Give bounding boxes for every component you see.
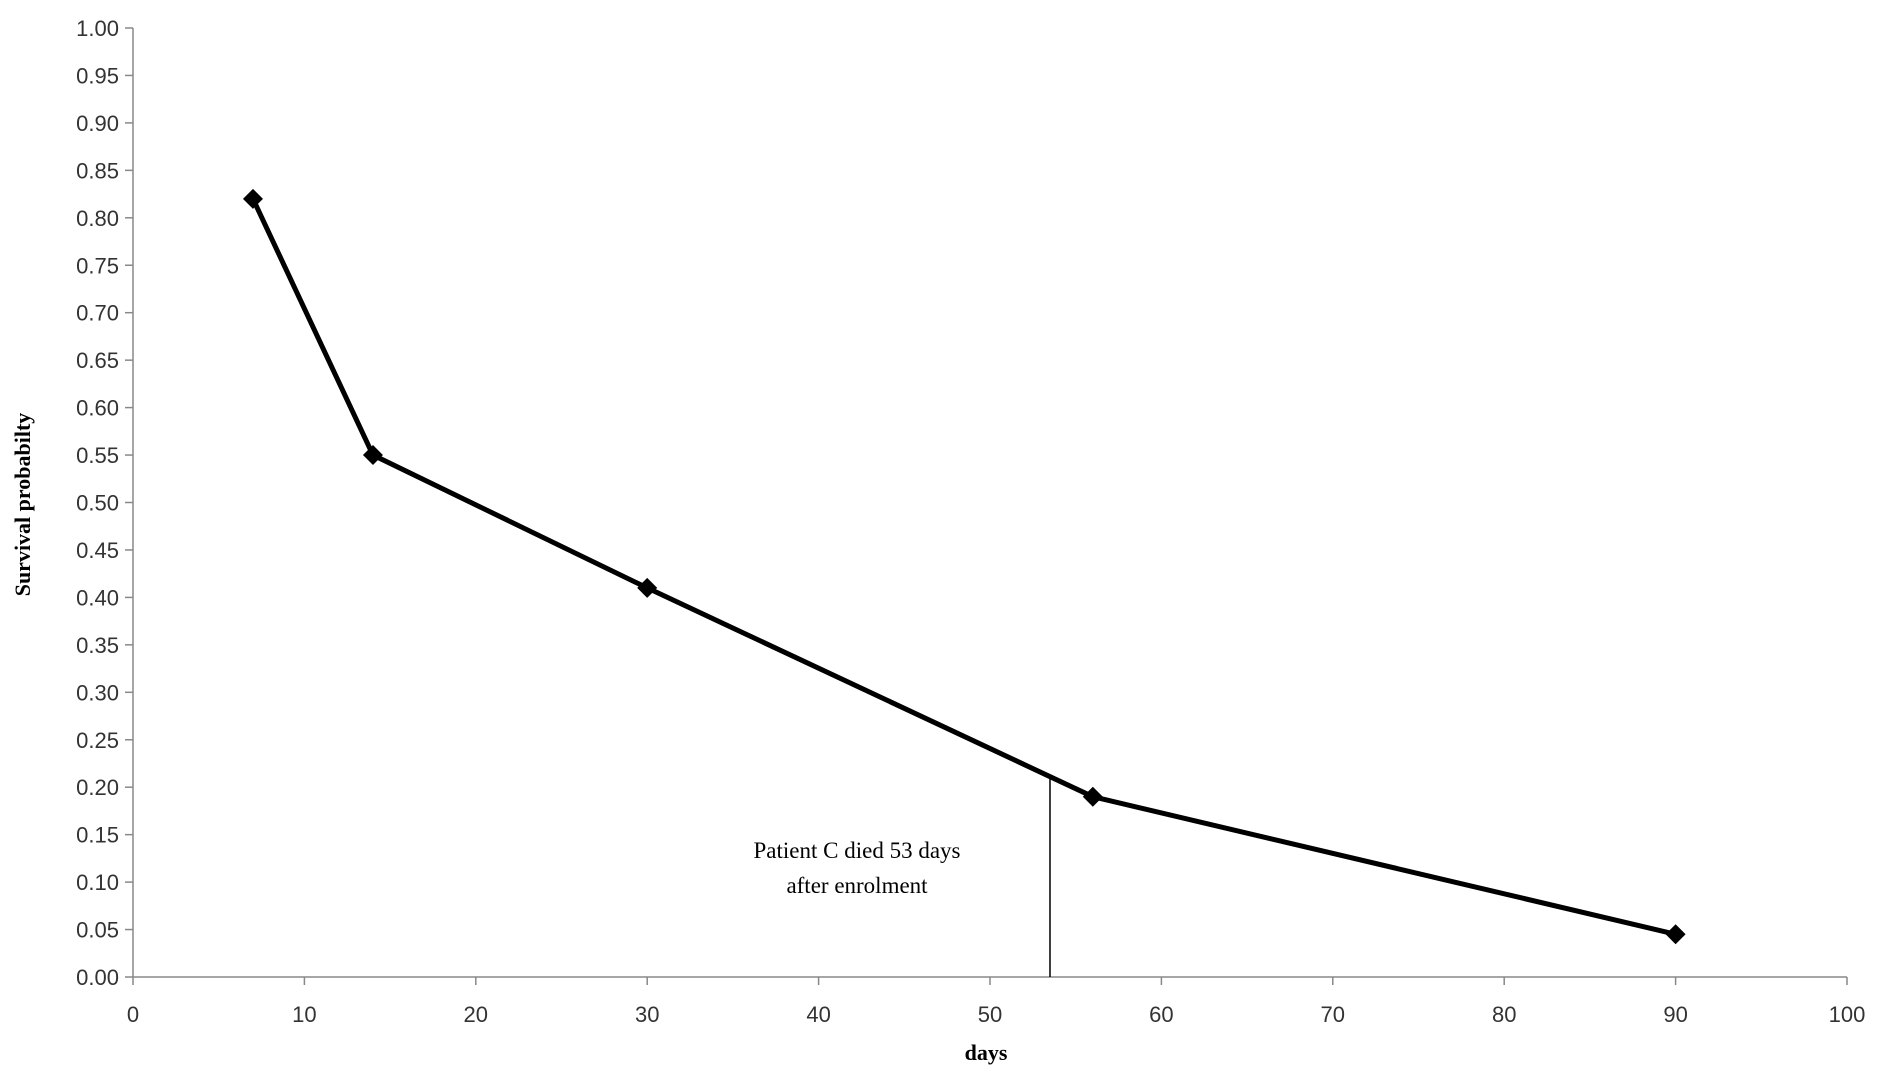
- y-tick-label: 0.60: [76, 396, 119, 421]
- y-tick-label: 0.50: [76, 491, 119, 516]
- y-tick-label: 0.30: [76, 680, 119, 705]
- y-tick-label: 0.75: [76, 253, 119, 278]
- survival-series-line: [250, 197, 1677, 937]
- x-tick-label: 0: [127, 1002, 139, 1027]
- y-tick-label: 0.95: [76, 63, 119, 88]
- y-tick-label: 0.55: [76, 443, 119, 468]
- y-tick-label: 1.00: [76, 16, 119, 41]
- y-tick-label: 0.00: [76, 965, 119, 990]
- y-axis-ticks: 0.00 0.05 0.10 0.15 0.20 0.25 0.30 0.35 0.40 0.45…: [76, 16, 133, 990]
- y-tick-label: 0.05: [76, 918, 119, 943]
- data-point-marker: [1665, 924, 1686, 945]
- survival-series-markers: [242, 188, 1686, 945]
- x-tick-label: 90: [1663, 1002, 1687, 1027]
- x-tick-label: 50: [978, 1002, 1002, 1027]
- y-tick-label: 0.80: [76, 206, 119, 231]
- y-tick-label: 0.90: [76, 111, 119, 136]
- x-tick-label: 10: [292, 1002, 316, 1027]
- data-point-marker: [242, 188, 263, 209]
- x-tick-label: 80: [1492, 1002, 1516, 1027]
- x-axis-ticks: 0 10 20 30 40 50 60 70 80 90 100: [127, 977, 1865, 1027]
- data-point-marker: [637, 577, 658, 598]
- y-tick-label: 0.35: [76, 633, 119, 658]
- y-tick-label: 0.15: [76, 823, 119, 848]
- x-tick-label: 60: [1149, 1002, 1173, 1027]
- x-tick-label: 100: [1829, 1002, 1866, 1027]
- annotation-text-line-2: after enrolment: [786, 873, 928, 898]
- y-axis-title: Survival probabilty: [10, 413, 35, 597]
- y-tick-label: 0.65: [76, 348, 119, 373]
- y-tick-label: 0.70: [76, 301, 119, 326]
- data-point-marker: [362, 445, 383, 466]
- x-tick-label: 40: [806, 1002, 830, 1027]
- y-tick-label: 0.40: [76, 585, 119, 610]
- y-tick-label: 0.45: [76, 538, 119, 563]
- y-tick-label: 0.10: [76, 870, 119, 895]
- x-axis-title: days: [965, 1040, 1008, 1065]
- x-tick-label: 70: [1321, 1002, 1345, 1027]
- y-tick-label: 0.25: [76, 728, 119, 753]
- x-tick-label: 20: [464, 1002, 488, 1027]
- data-point-marker: [1082, 786, 1103, 807]
- y-tick-label: 0.20: [76, 775, 119, 800]
- annotation-text-line-1: Patient C died 53 days: [754, 838, 961, 863]
- y-tick-label: 0.85: [76, 158, 119, 183]
- x-tick-label: 30: [635, 1002, 659, 1027]
